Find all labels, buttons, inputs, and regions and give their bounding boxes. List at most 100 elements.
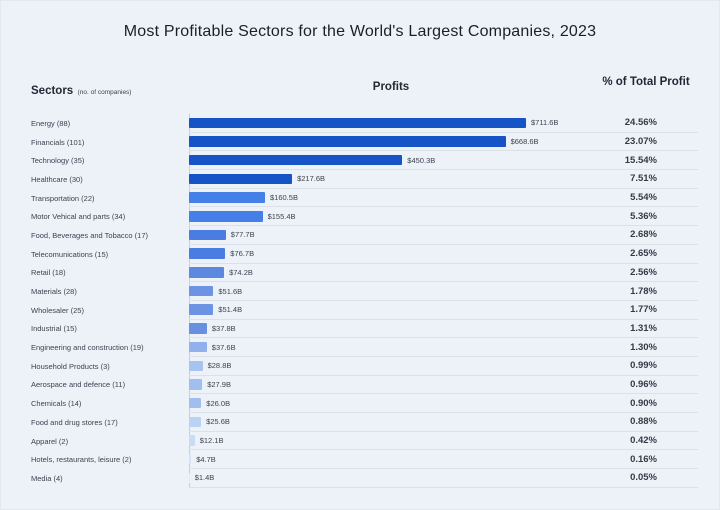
bar-value-label: $668.6B [510,137,539,147]
percent-value: 5.54% [630,192,657,204]
sector-label: Financials (101) [31,137,85,147]
sector-label: Energy (88) [31,118,71,128]
bar-chart: Energy (88) $711.6B 24.56% Financials (1… [1,114,720,488]
percent-value: 2.56% [630,266,657,278]
profit-bar [189,229,226,241]
bar-value-label: $1.4B [194,473,215,483]
chart-row: Telecomunications (15) $76.7B 2.65% [1,245,720,264]
chart-row: Household Products (3) $28.8B 0.99% [1,357,720,376]
sector-label: Food and drug stores (17) [31,417,118,427]
profit-bar [189,379,203,390]
bar-value-label: $4.7B [196,454,216,464]
profit-bar [189,192,265,203]
bar-track: $51.6B 1.78% [189,282,698,301]
bar-track: $160.5B 5.54% [189,189,698,208]
chart-row: Food and drug stores (17) $25.6B 0.88% [1,413,720,432]
chart-row: Energy (88) $711.6B 24.56% [1,114,720,133]
profit-bar [189,267,225,278]
sector-label: Aerospace and defence (11) [31,380,126,390]
chart-row: Motor Vehical and parts (34) $155.4B 5.3… [1,207,720,227]
profit-bar [189,248,226,259]
bar-value-label: $37.6B [211,342,236,352]
bar-track: $37.6B 1.30% [189,338,698,357]
bar-track: $26.0B 0.90% [189,394,698,413]
bar-value-label: $711.6B [531,118,559,128]
percent-value: 0.90% [630,397,657,409]
percent-value: 0.42% [630,435,657,447]
profit-bar [189,453,192,465]
bar-value-label: $37.8B [211,323,236,333]
column-header-percent: % of Total Profit [602,76,690,88]
bar-value-label: $26.0B [206,398,231,408]
percent-value: 1.78% [630,285,657,297]
chart-row: Financials (101) $668.6B 23.07% [1,133,720,152]
bar-track: $155.4B 5.36% [189,207,698,227]
sector-label: Transportation (22) [31,193,95,203]
profit-bar [189,323,207,334]
bar-track: $77.7B 2.68% [189,226,698,245]
sector-label: Chemicals (14) [31,399,82,409]
bar-track: $217.6B 7.51% [189,170,698,189]
sector-label: Apparel (2) [31,436,69,446]
sector-label: Healthcare (30) [31,174,83,184]
chart-row: Aerospace and defence (11) $27.9B 0.96% [1,376,720,395]
chart-row: Chemicals (14) $26.0B 0.90% [1,394,720,413]
chart-title: Most Profitable Sectors for the World's … [123,23,597,40]
bar-track: $51.4B 1.77% [189,301,698,320]
percent-value: 0.99% [630,360,657,372]
percent-value: 2.65% [630,248,657,260]
chart-row: Materials (28) $51.6B 1.78% [1,282,720,301]
bar-track: $37.8B 1.31% [189,320,698,339]
profit-bar [189,397,202,409]
percent-value: 0.96% [630,378,657,390]
profit-bar [189,154,403,166]
sector-label: Industrial (15) [31,324,77,334]
percent-value: 15.54% [624,154,657,166]
bar-value-label: $77.7B [230,230,255,240]
percent-value: 0.16% [630,453,657,465]
sector-label: Materials (28) [31,287,77,297]
bar-value-label: $51.4B [218,305,243,315]
bar-track: $1.4B 0.05% [189,469,698,488]
percent-value: 0.05% [630,472,657,484]
profit-bar [189,360,203,372]
chart-row: Food, Beverages and Tobacco (17) $77.7B … [1,226,720,245]
profit-bar [189,416,202,428]
profit-bar [189,304,214,315]
chart-row: Industrial (15) $37.8B 1.31% [1,320,720,339]
profit-bar [189,435,195,446]
profit-bar [189,117,526,129]
bar-value-label: $155.4B [267,211,296,221]
sector-label: Wholesaler (25) [31,305,84,315]
profit-bar [189,341,207,353]
sectors-header-note: (no. of companies) [77,89,132,96]
percent-value: 5.36% [630,210,657,222]
bar-value-label: $28.8B [207,361,232,371]
sector-label: Motor Vehical and parts (34) [31,212,126,222]
chart-row: Engineering and construction (19) $37.6B… [1,338,720,357]
chart-row: Apparel (2) $12.1B 0.42% [1,432,720,451]
chart-row: Technology (35) $450.3B 15.54% [1,151,720,171]
chart-row: Hotels, restaurants, leisure (2) $4.7B 0… [1,450,720,470]
bar-value-label: $76.7B [230,249,255,259]
bar-track: $668.6B 23.07% [189,133,698,152]
profit-bar [189,173,293,185]
sector-label: Engineering and construction (19) [31,343,144,353]
sectors-header-label: Sectors [31,85,74,97]
bar-track: $25.6B 0.88% [189,413,698,432]
column-header-profits: Profits [372,81,410,93]
sector-label: Retail (18) [31,268,66,278]
chart-row: Retail (18) $74.2B 2.56% [1,264,720,283]
percent-value: 2.68% [630,229,657,241]
sector-label: Telecomunications (15) [31,249,109,259]
bar-value-label: $25.6B [206,417,230,427]
bar-track: $450.3B 15.54% [189,151,698,171]
bar-value-label: $27.9B [207,379,231,389]
profit-bar [189,285,214,297]
sector-label: Technology (35) [31,156,85,166]
chart-row: Healthcare (30) $217.6B 7.51% [1,170,720,189]
percent-value: 24.56% [624,117,657,129]
bar-track: $27.9B 0.96% [189,376,698,395]
sector-label: Food, Beverages and Tobacco (17) [31,230,149,240]
percent-value: 0.88% [630,416,657,428]
